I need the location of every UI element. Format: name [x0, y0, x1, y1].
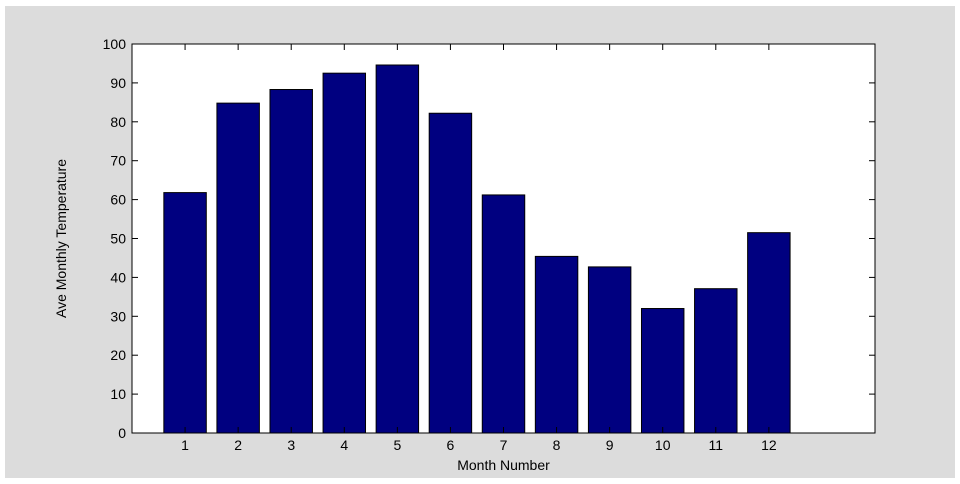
bar-4	[322, 72, 367, 434]
y-axis-ticks: 0 10 20 30 40 50 60 70 80 90 100	[103, 36, 875, 441]
y-tick-label: 60	[110, 192, 126, 208]
y-tick-label: 50	[110, 231, 126, 247]
x-tick-label: 4	[340, 437, 348, 453]
bar-5	[375, 64, 420, 434]
bar-8	[534, 255, 579, 434]
figure-background: 0 10 20 30 40 50 60 70 80 90 100 1 2 3 4 5 6 7 8 9 10 11 12 M…	[5, 6, 955, 478]
y-tick-label: 70	[110, 153, 126, 169]
axes-frame	[131, 43, 876, 434]
x-tick-label: 6	[447, 437, 455, 453]
y-axis-label: Ave Monthly Temperature	[53, 159, 69, 318]
x-tick-label: 8	[553, 437, 561, 453]
x-tick-label: 5	[393, 437, 401, 453]
bar-3	[269, 89, 313, 434]
y-tick-label: 90	[110, 75, 126, 91]
x-tick-label: 7	[500, 437, 508, 453]
bar-11	[694, 288, 738, 434]
y-tick-label: 20	[110, 347, 126, 363]
bar-10	[640, 308, 685, 434]
y-tick-label: 30	[110, 308, 126, 324]
x-tick-label: 2	[234, 437, 242, 453]
x-tick-label: 9	[606, 437, 614, 453]
bar-7	[481, 194, 526, 434]
bar-6	[428, 112, 473, 434]
bars-group	[163, 64, 791, 434]
x-tick-label: 10	[655, 437, 671, 453]
x-tick-label: 1	[181, 437, 189, 453]
x-tick-label: 3	[287, 437, 295, 453]
y-tick-label: 10	[110, 386, 126, 402]
y-tick-label: 80	[110, 114, 126, 130]
bar-1	[163, 192, 207, 434]
x-tick-label: 11	[709, 437, 724, 453]
y-tick-label: 0	[118, 425, 126, 441]
bar-2	[216, 102, 260, 434]
x-tick-label: 12	[761, 437, 777, 453]
bar-12	[747, 232, 791, 434]
x-axis-ticks: 1 2 3 4 5 6 7 8 9 10 11 12	[181, 44, 777, 453]
bar-9	[587, 266, 632, 434]
x-axis-label: Month Number	[457, 457, 550, 473]
y-tick-label: 100	[103, 36, 127, 52]
y-tick-label: 40	[110, 269, 126, 285]
